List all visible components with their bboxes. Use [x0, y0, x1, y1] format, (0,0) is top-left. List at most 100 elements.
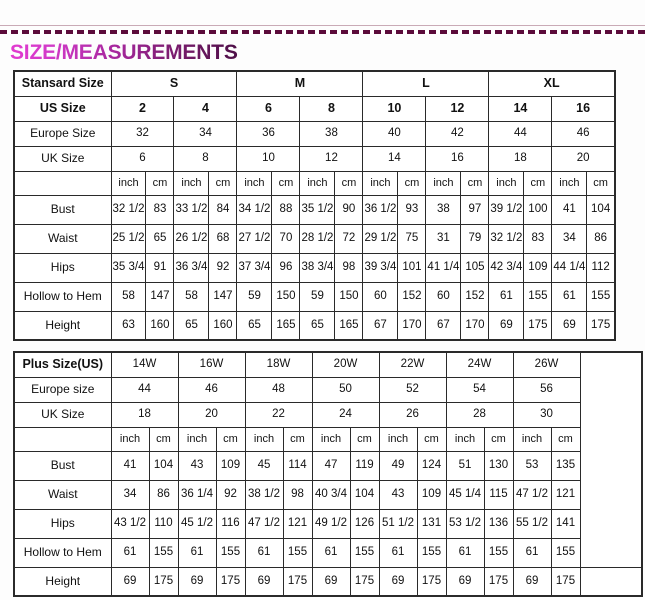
size-value: 20: [177, 401, 246, 428]
measure-value: 141: [550, 508, 581, 539]
measure-value: 175: [550, 566, 581, 597]
measure-value: 44 1/4: [551, 252, 588, 283]
row-label-us-size: US Size: [13, 95, 112, 122]
unit-header-inch: inch: [551, 170, 588, 196]
row-label-height: Height: [13, 310, 112, 341]
measure-value: 38 1/2: [244, 479, 284, 510]
measure-value: 110: [148, 508, 179, 539]
plus-size-18w: 18W: [244, 351, 313, 378]
measure-value: 53 1/2: [445, 508, 485, 539]
measure-value: 104: [349, 479, 380, 510]
measure-value: 35 1/2: [299, 194, 336, 225]
unit-header-inch: inch: [244, 426, 284, 452]
measure-value: 41: [551, 194, 588, 225]
measure-value: 100: [523, 194, 553, 225]
size-value: 46: [177, 376, 246, 403]
measure-value: 37 3/4: [236, 252, 273, 283]
unit-header-cm: cm: [148, 426, 179, 452]
measure-value: 36 3/4: [173, 252, 210, 283]
measure-value: 43: [177, 450, 217, 481]
measure-value: 104: [148, 450, 179, 481]
row-label-hips: Hips: [13, 252, 112, 283]
size-value: 2: [110, 95, 175, 122]
measure-value: 72: [334, 223, 364, 254]
unit-header-inch: inch: [311, 426, 351, 452]
size-value: 50: [311, 376, 380, 403]
measure-value: 61: [311, 537, 351, 568]
unit-header-cm: cm: [334, 170, 364, 196]
table-row: Waist 34 86 36 1/4 92 38 1/2 98 40 3/4 104 43 109 4…: [13, 479, 642, 510]
unit-header-cm: cm: [416, 426, 447, 452]
measure-value: 152: [397, 281, 427, 312]
unit-header-cm: cm: [586, 170, 616, 196]
measure-value: 150: [334, 281, 364, 312]
size-value: 42: [425, 120, 490, 147]
measure-value: 39 3/4: [362, 252, 399, 283]
size-value: 28: [445, 401, 514, 428]
size-value: 56: [512, 376, 581, 403]
unit-header-cm: cm: [145, 170, 175, 196]
measure-value: 45 1/2: [177, 508, 217, 539]
measure-value: 61: [244, 537, 284, 568]
measure-value: 38: [425, 194, 462, 225]
measure-value: 49 1/2: [311, 508, 351, 539]
measure-value: 32 1/2: [488, 223, 525, 254]
row-label-uk-size: UK Size: [13, 145, 112, 172]
size-value: 16: [551, 95, 616, 122]
measure-value: 47 1/2: [512, 479, 552, 510]
measure-value: 115: [483, 479, 514, 510]
measure-value: 43 1/2: [110, 508, 150, 539]
measure-value: 92: [208, 252, 238, 283]
measure-value: 83: [145, 194, 175, 225]
measure-value: 175: [282, 566, 313, 597]
measure-value: 69: [512, 566, 552, 597]
unit-header-inch: inch: [512, 426, 552, 452]
measure-value: 69: [311, 566, 351, 597]
row-label-europe-size: Europe size: [13, 376, 112, 403]
size-value: 8: [173, 145, 238, 172]
measure-value: 60: [362, 281, 399, 312]
measure-value: 34: [551, 223, 588, 254]
measure-value: 155: [282, 537, 313, 568]
measure-value: 96: [271, 252, 301, 283]
measure-value: 90: [334, 194, 364, 225]
unit-header-inch: inch: [110, 426, 150, 452]
measure-value: 121: [550, 479, 581, 510]
measure-value: 70: [271, 223, 301, 254]
measure-value: 155: [349, 537, 380, 568]
size-value: 8: [299, 95, 364, 122]
measure-value: 59: [299, 281, 336, 312]
plus-size-table-wrapper: Plus Size(US) 14W 16W 18W 20W 22W 24W 26W Europe…: [13, 351, 643, 597]
measure-value: 155: [416, 537, 447, 568]
unit-header-cm: cm: [215, 426, 246, 452]
size-value: 54: [445, 376, 514, 403]
table-row: Height 63 160 65 160 65 165 65 165 67 170 67 170 69 17…: [13, 310, 616, 341]
page-title: SIZE/MEASUREMENTS: [10, 41, 238, 64]
size-value: 38: [299, 120, 364, 147]
unit-header-cm: cm: [397, 170, 427, 196]
size-group-xl: XL: [488, 70, 616, 97]
measure-value: 155: [523, 281, 553, 312]
measure-value: 61: [110, 537, 150, 568]
measure-value: 69: [177, 566, 217, 597]
measure-value: 42 3/4: [488, 252, 525, 283]
measure-value: 63: [110, 310, 147, 341]
measure-value: 131: [416, 508, 447, 539]
measure-value: 65: [236, 310, 273, 341]
measure-value: 155: [215, 537, 246, 568]
measure-value: 69: [378, 566, 418, 597]
unit-header-inch: inch: [362, 170, 399, 196]
measure-value: 51 1/2: [378, 508, 418, 539]
standard-corner-label: Stansard Size: [13, 70, 112, 97]
measure-value: 160: [145, 310, 175, 341]
table-row: Bust 32 1/2 83 33 1/2 84 34 1/2 88 35 1/2 90 36 1…: [13, 194, 616, 225]
size-value: 44: [110, 376, 179, 403]
measure-value: 105: [460, 252, 490, 283]
measure-value: 33 1/2: [173, 194, 210, 225]
row-label-uk-size: UK Size: [13, 401, 112, 428]
measure-value: 67: [362, 310, 399, 341]
measure-value: 109: [215, 450, 246, 481]
measure-value: 61: [177, 537, 217, 568]
measure-value: 104: [586, 194, 616, 225]
measure-value: 150: [271, 281, 301, 312]
